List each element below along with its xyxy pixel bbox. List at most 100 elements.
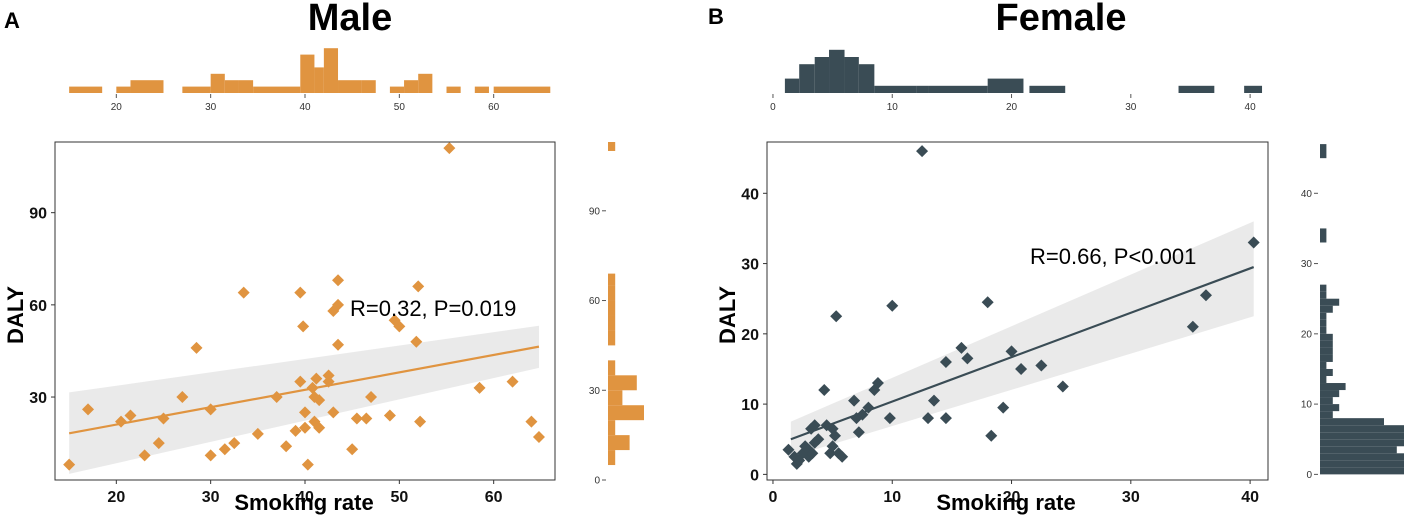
data-point xyxy=(1035,359,1048,372)
histogram-bar xyxy=(784,78,800,93)
histogram-bar xyxy=(608,315,616,331)
x-tick-label: 40 xyxy=(1241,489,1259,506)
top-hist-tick-label: 40 xyxy=(299,102,311,113)
histogram-bar xyxy=(1029,85,1066,93)
data-point xyxy=(365,391,378,404)
histogram-bar xyxy=(1320,333,1333,341)
histogram-bar xyxy=(928,85,988,93)
histogram-bar xyxy=(210,73,225,93)
x-tick-label: 40 xyxy=(296,489,314,506)
histogram-bar xyxy=(1320,312,1327,320)
histogram-bar xyxy=(1320,228,1327,243)
histogram-bar xyxy=(1320,326,1327,334)
data-point xyxy=(228,437,241,450)
histogram-bar xyxy=(1320,144,1327,159)
data-point xyxy=(360,412,373,425)
histogram-bar xyxy=(608,142,616,151)
side-hist-tick-label: 90 xyxy=(589,206,601,217)
top-hist-tick-label: 60 xyxy=(488,102,500,113)
histogram-bar xyxy=(1320,460,1404,468)
data-point xyxy=(63,458,76,471)
male-y-axis-title: DALY xyxy=(3,286,28,344)
data-point xyxy=(812,433,825,446)
y-tick-label: 40 xyxy=(741,186,759,203)
x-tick-label: 30 xyxy=(202,489,220,506)
histogram-bar xyxy=(1320,354,1333,362)
data-point xyxy=(332,338,345,351)
data-point xyxy=(939,355,952,368)
data-point xyxy=(313,421,326,434)
data-point xyxy=(852,426,865,439)
histogram-bar xyxy=(1320,453,1404,461)
histogram-bar xyxy=(323,48,339,93)
data-point xyxy=(1247,236,1260,249)
data-point xyxy=(830,310,843,323)
y-tick-label: 60 xyxy=(29,298,47,315)
histogram-bar xyxy=(608,360,616,376)
data-point xyxy=(916,145,929,158)
histogram-bar xyxy=(874,85,917,93)
data-point xyxy=(782,443,795,456)
data-point xyxy=(826,440,839,453)
regression-line xyxy=(790,266,1255,441)
data-point xyxy=(532,430,545,443)
histogram-bar xyxy=(224,80,239,93)
histogram-bar xyxy=(814,57,830,93)
top-hist-tick-label: 50 xyxy=(394,102,406,113)
side-hist-tick-label: 30 xyxy=(589,386,601,397)
data-point xyxy=(176,391,189,404)
side-hist-tick-label: 30 xyxy=(1301,259,1313,270)
data-point xyxy=(204,449,217,462)
data-point xyxy=(886,299,899,312)
data-point xyxy=(883,412,896,425)
data-point xyxy=(350,412,363,425)
data-point xyxy=(327,406,340,419)
y-tick-label: 10 xyxy=(741,397,759,414)
female-correlation-annotation: R=0.66, P<0.001 xyxy=(1030,244,1196,269)
data-point xyxy=(871,377,884,390)
top-hist-tick-label: 0 xyxy=(770,102,776,113)
data-point xyxy=(1056,380,1069,393)
histogram-bar xyxy=(608,435,630,451)
data-point xyxy=(294,286,307,299)
histogram-bar xyxy=(404,80,419,93)
data-point xyxy=(506,375,519,388)
histogram-bar xyxy=(1320,446,1397,454)
histogram-bar xyxy=(300,54,315,93)
histogram-bar xyxy=(182,86,211,93)
histogram-bar xyxy=(916,85,929,93)
top-hist-tick-label: 20 xyxy=(111,102,123,113)
data-point xyxy=(190,341,203,354)
histogram-bar xyxy=(1244,85,1263,93)
histogram-bar xyxy=(987,78,1024,93)
histogram-bar xyxy=(608,405,644,421)
side-hist-tick-label: 40 xyxy=(1301,189,1313,200)
data-point xyxy=(848,394,861,407)
data-point xyxy=(152,437,165,450)
data-point xyxy=(299,421,311,434)
side-hist-tick-label: 0 xyxy=(1306,470,1312,481)
histogram-bar xyxy=(1320,376,1327,384)
female-x-axis-title: Smoking rate xyxy=(936,490,1075,515)
histogram-bar xyxy=(1320,368,1333,376)
data-point xyxy=(299,406,311,419)
histogram-bar xyxy=(1320,284,1327,292)
data-point xyxy=(828,429,841,442)
histogram-bar xyxy=(1320,340,1333,348)
data-point xyxy=(301,458,314,471)
male-scatter-plot: 20 30 40 50 60 30 60 90 xyxy=(29,141,556,506)
data-point xyxy=(443,142,456,155)
top-hist-tick-label: 40 xyxy=(1245,102,1257,113)
histogram-bar xyxy=(389,86,405,93)
histogram-bar xyxy=(493,86,551,93)
x-tick-label: 0 xyxy=(769,489,778,506)
data-point xyxy=(818,384,831,397)
histogram-bar xyxy=(1320,361,1327,369)
male-title: Male xyxy=(308,0,392,39)
confidence-band xyxy=(69,325,539,474)
data-point xyxy=(332,298,345,311)
data-point xyxy=(997,401,1010,414)
histogram-bar xyxy=(1320,347,1333,355)
x-tick-label: 60 xyxy=(485,489,503,506)
